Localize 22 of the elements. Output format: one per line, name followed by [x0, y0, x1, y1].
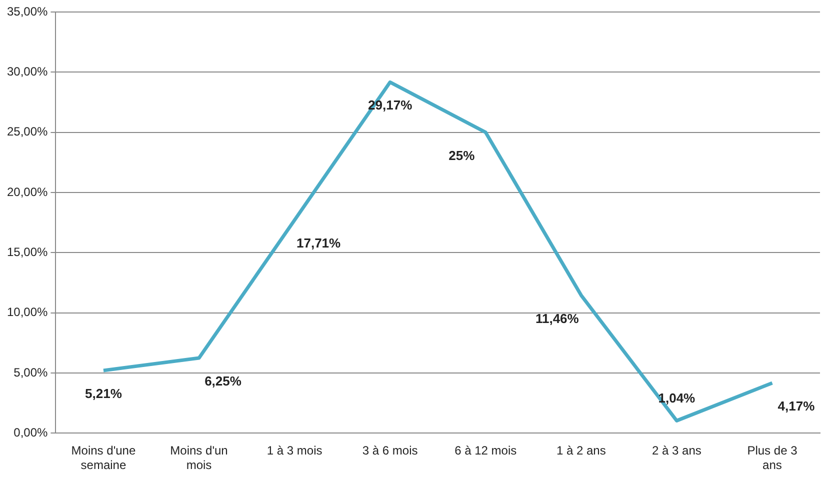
data-label: 4,17%	[778, 398, 816, 414]
x-tick-label: Moins d'une semaine	[71, 444, 136, 472]
y-tick-label: 5,00%	[14, 365, 48, 380]
y-tick-label: 10,00%	[6, 305, 48, 320]
data-label: 6,25%	[204, 374, 242, 389]
x-tick-label: 1 à 2 ans	[556, 444, 606, 458]
x-tick-label: 1 à 3 mois	[266, 444, 322, 458]
data-label: 11,46%	[535, 310, 580, 326]
x-tick-label: Moins d'un mois	[170, 444, 228, 472]
y-tick-label: 25,00%	[6, 124, 48, 139]
x-tick-label: Plus de 3 ans	[747, 444, 798, 472]
y-tick-label: 30,00%	[6, 64, 48, 78]
y-tick-label: 20,00%	[6, 184, 48, 199]
data-label: 17,71%	[296, 236, 342, 251]
data-label: 25%	[448, 148, 476, 163]
y-tick-label: 35,00%	[6, 4, 48, 18]
y-tick-label: 0,00%	[14, 426, 48, 440]
x-tick-label: 3 à 6 mois	[362, 444, 418, 458]
data-label: 5,21%	[85, 386, 122, 402]
x-tick-label: 6 à 12 mois	[454, 444, 517, 458]
x-tick-label: 2 à 3 ans	[652, 444, 702, 458]
y-tick-label: 15,00%	[6, 245, 48, 259]
